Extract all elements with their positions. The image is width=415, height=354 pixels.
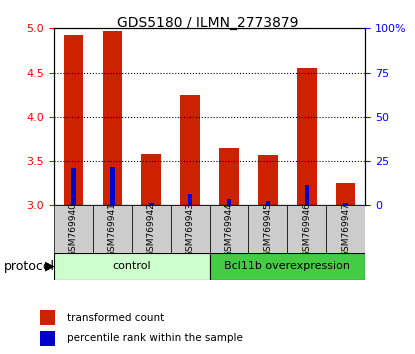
Bar <box>40 310 55 325</box>
Text: GSM769940: GSM769940 <box>69 202 78 257</box>
FancyBboxPatch shape <box>93 205 132 253</box>
FancyBboxPatch shape <box>54 253 210 280</box>
Text: transformed count: transformed count <box>66 313 164 323</box>
Text: GSM769943: GSM769943 <box>186 202 195 257</box>
Bar <box>149 202 154 205</box>
FancyBboxPatch shape <box>132 205 171 253</box>
Text: GSM769941: GSM769941 <box>108 202 117 257</box>
Bar <box>181 95 200 205</box>
Text: GSM769942: GSM769942 <box>147 202 156 257</box>
FancyBboxPatch shape <box>287 205 326 253</box>
Text: GSM769945: GSM769945 <box>264 202 272 257</box>
Bar <box>227 199 232 205</box>
Bar <box>344 202 348 205</box>
Bar <box>219 148 239 205</box>
Bar <box>297 68 317 205</box>
Text: GSM769944: GSM769944 <box>225 202 234 257</box>
FancyBboxPatch shape <box>326 205 365 253</box>
Bar <box>142 154 161 205</box>
Bar <box>305 185 309 205</box>
Text: ▶: ▶ <box>45 260 54 273</box>
FancyBboxPatch shape <box>210 253 365 280</box>
Bar <box>110 167 115 205</box>
FancyBboxPatch shape <box>171 205 210 253</box>
FancyBboxPatch shape <box>54 205 93 253</box>
Text: GSM769947: GSM769947 <box>341 202 350 257</box>
Bar <box>266 201 270 205</box>
Text: percentile rank within the sample: percentile rank within the sample <box>66 333 242 343</box>
Bar <box>188 194 193 205</box>
Text: Bcl11b overexpression: Bcl11b overexpression <box>225 261 350 272</box>
Text: GDS5180 / ILMN_2773879: GDS5180 / ILMN_2773879 <box>117 16 298 30</box>
Bar <box>71 168 76 205</box>
Bar <box>258 155 278 205</box>
Text: GSM769946: GSM769946 <box>303 202 311 257</box>
Bar <box>63 35 83 205</box>
Text: protocol: protocol <box>4 260 55 273</box>
Bar <box>40 331 55 346</box>
FancyBboxPatch shape <box>249 205 287 253</box>
Bar <box>103 31 122 205</box>
Bar <box>336 183 356 205</box>
FancyBboxPatch shape <box>210 205 249 253</box>
Text: control: control <box>112 261 151 272</box>
